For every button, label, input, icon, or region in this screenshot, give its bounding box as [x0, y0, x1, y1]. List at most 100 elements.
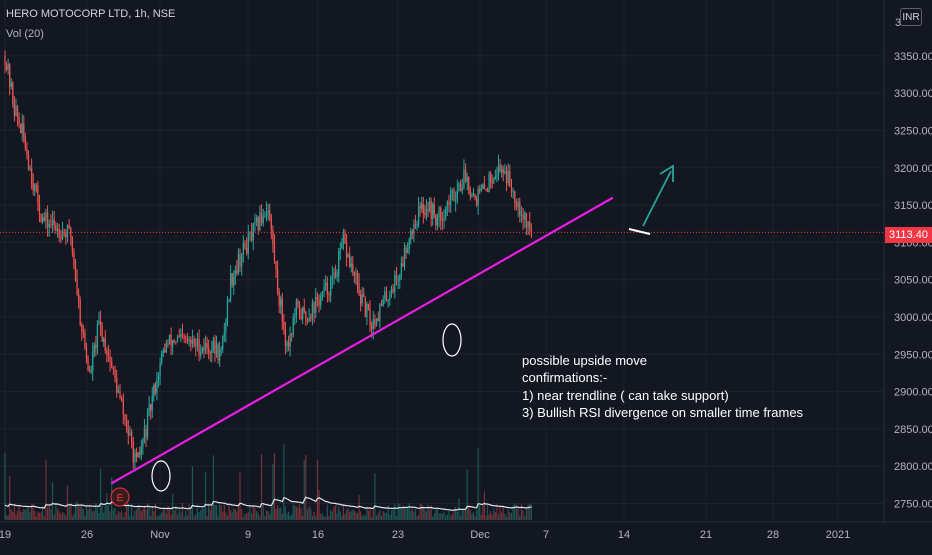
candle-body	[466, 176, 468, 182]
earnings-marker[interactable]: E	[110, 487, 130, 507]
volume-bar	[173, 510, 175, 520]
candle-body	[146, 412, 149, 437]
price-axis[interactable]: 3350.003300.003250.003200.003150.003100.…	[883, 0, 932, 522]
x-tick-label: 21	[700, 529, 712, 541]
volume-bar	[524, 515, 526, 520]
candle-body	[208, 347, 210, 353]
candle-body	[88, 370, 91, 373]
volume-bar	[23, 508, 25, 520]
volume-bar	[510, 512, 513, 520]
candle-body	[451, 189, 453, 192]
candle-body	[154, 384, 157, 393]
symbol-title[interactable]: HERO MOTOCORP LTD, 1h, NSE	[6, 8, 176, 20]
candle-body	[522, 214, 524, 220]
candle-body	[359, 295, 362, 304]
candle-body	[517, 201, 519, 208]
volume-bar	[239, 472, 241, 520]
trendline[interactable]	[110, 196, 614, 485]
support-marker[interactable]	[628, 228, 651, 235]
volume-bar	[51, 481, 54, 520]
candle-body	[200, 352, 202, 356]
volume-bar	[66, 485, 69, 520]
candle-body	[176, 336, 179, 343]
volume-bar	[196, 504, 199, 520]
volume-bar	[514, 503, 516, 520]
candle-body	[159, 363, 161, 377]
volume-bar	[230, 510, 232, 520]
volume-bar	[461, 509, 463, 520]
volume-bar	[191, 466, 194, 520]
volume-bar	[246, 513, 248, 520]
x-tick-label: Nov	[150, 529, 170, 541]
volume-bar	[101, 504, 103, 520]
candle-body	[490, 173, 492, 182]
candle-body	[15, 106, 17, 116]
y-tick-label: 3050.00	[894, 275, 932, 287]
volume-bar	[170, 514, 172, 520]
currency-badge[interactable]: INR	[900, 8, 922, 26]
candle-body	[132, 441, 134, 463]
candle-body	[430, 200, 432, 219]
candle-body	[225, 321, 227, 333]
candle-body	[519, 201, 521, 216]
volume-bar	[195, 514, 197, 520]
volume-bar	[50, 508, 52, 520]
candle-body	[306, 318, 309, 322]
volume-bar	[154, 503, 156, 520]
candle-body	[167, 343, 169, 345]
candle-body	[99, 321, 102, 326]
volume-bar	[119, 512, 121, 520]
candle-body	[493, 179, 495, 184]
candle-body	[38, 203, 41, 214]
candle-body	[7, 64, 9, 70]
volume-bar	[68, 504, 70, 520]
volume-bar	[451, 513, 453, 520]
candle-body	[140, 446, 142, 455]
candle-body	[308, 317, 310, 322]
candle-body	[410, 231, 412, 240]
candle-body	[488, 173, 490, 192]
candle-body	[249, 232, 251, 234]
candle-body	[196, 339, 199, 347]
volume-bar	[188, 504, 190, 520]
candle-body	[385, 291, 388, 301]
volume-bar	[161, 512, 163, 520]
volume-bar	[480, 514, 482, 520]
upside-arrow[interactable]	[642, 164, 674, 227]
volume-bar	[20, 511, 22, 520]
volume-bar	[159, 514, 161, 520]
volume-bar	[209, 509, 211, 520]
volume-bar	[200, 510, 202, 520]
candle-body	[255, 217, 258, 222]
candle-body	[477, 189, 479, 206]
candle-body	[529, 221, 531, 230]
candle-body	[311, 302, 314, 319]
volume-bar	[29, 511, 31, 520]
candle-body	[95, 344, 97, 348]
candle-body	[122, 401, 124, 415]
volume-bar	[183, 516, 185, 520]
candle-body	[104, 338, 106, 352]
swing-low-circle-1[interactable]	[151, 460, 171, 492]
candle-body	[195, 345, 197, 347]
candle-body	[119, 390, 121, 398]
candle-body	[500, 169, 503, 172]
volume-bar	[162, 509, 164, 520]
time-axis[interactable]: 19 26 Nov 9 16 23 Dec 7 14 21 28 2021	[0, 521, 932, 541]
volume-ma-line	[4, 496, 532, 511]
volume-bar	[297, 507, 299, 520]
candle-body	[4, 55, 6, 66]
candle-body	[92, 352, 94, 371]
volume-bar	[90, 509, 92, 520]
candle-body	[217, 344, 219, 361]
candle-body	[218, 349, 221, 361]
candle-body	[510, 186, 513, 192]
candle-body	[96, 323, 99, 348]
volume-legend[interactable]: Vol (20)	[6, 28, 44, 40]
volume-bar	[153, 511, 155, 520]
volume-bar	[440, 513, 442, 520]
swing-low-circle-2[interactable]	[442, 323, 462, 357]
candle-body	[358, 283, 360, 296]
